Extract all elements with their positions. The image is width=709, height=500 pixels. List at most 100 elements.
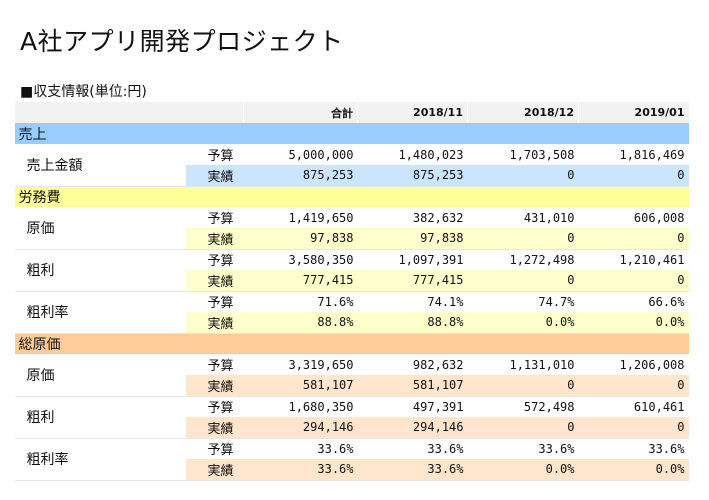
value-cell: 0 bbox=[578, 228, 689, 250]
value-cell: 1,419,650 bbox=[288, 210, 354, 225]
column-header-month: 2018/11 bbox=[357, 102, 468, 123]
value-cell: 1,480,023 bbox=[398, 147, 464, 162]
row-type: 予算 bbox=[207, 254, 234, 270]
column-header-month: 2018/12 bbox=[467, 102, 579, 123]
value-cell: 74.7% bbox=[538, 294, 575, 309]
row-type: 実績 bbox=[185, 417, 244, 439]
value-cell: 875,253 bbox=[357, 165, 468, 187]
value-cell: 33.6% bbox=[427, 441, 464, 456]
value-cell: 1,703,508 bbox=[509, 147, 575, 162]
value-cell: 33.6% bbox=[538, 441, 575, 456]
value-cell: 777,415 bbox=[243, 270, 358, 292]
item-label: 原価 bbox=[14, 354, 186, 397]
value-cell: 0 bbox=[467, 228, 579, 250]
value-cell: 0 bbox=[467, 165, 579, 187]
value-cell: 294,146 bbox=[243, 417, 358, 439]
table-row: 粗利率 予算 71.6% 74.1% 74.7% 66.6% bbox=[14, 291, 689, 334]
value-cell: 33.6% bbox=[243, 459, 358, 481]
value-cell: 97,838 bbox=[243, 228, 358, 250]
row-type: 実績 bbox=[185, 312, 244, 334]
income-expense-table: 合計 2018/11 2018/12 2019/01 売上 売上金額 予算 5,000… bbox=[14, 102, 689, 481]
value-cell: 1,680,350 bbox=[288, 399, 354, 414]
column-header bbox=[185, 102, 244, 123]
table-row: 実績 581,107 581,107 0 0 bbox=[15, 375, 689, 397]
value-cell: 431,010 bbox=[523, 210, 575, 225]
row-type: 実績 bbox=[185, 459, 244, 481]
value-cell: 0 bbox=[467, 417, 579, 439]
value-cell: 581,107 bbox=[243, 375, 358, 397]
section-title: ■収支情報(単位:円) bbox=[20, 84, 147, 100]
value-cell: 33.6% bbox=[357, 459, 468, 481]
table-row: 粗利 予算 3,580,350 1,097,391 1,272,498 1,210,461 bbox=[14, 249, 689, 292]
value-cell: 0 bbox=[467, 375, 579, 397]
item-label: 原価 bbox=[14, 207, 186, 250]
value-cell: 0 bbox=[578, 270, 689, 292]
table-row: 売上金額 予算 5,000,000 1,480,023 1,703,508 1,816,4… bbox=[14, 144, 689, 187]
column-header-total: 合計 bbox=[243, 102, 358, 123]
value-cell: 382,632 bbox=[412, 210, 464, 225]
value-cell: 0 bbox=[578, 165, 689, 187]
item-label: 粗利 bbox=[14, 396, 186, 439]
value-cell: 982,632 bbox=[412, 357, 464, 372]
table-row: 原価 予算 1,419,650 382,632 431,010 606,008 bbox=[14, 207, 689, 250]
value-cell: 88.8% bbox=[243, 312, 358, 334]
value-cell: 1,097,391 bbox=[398, 252, 464, 267]
value-cell: 1,816,469 bbox=[619, 147, 685, 162]
value-cell: 606,008 bbox=[633, 210, 685, 225]
row-type: 実績 bbox=[185, 270, 244, 292]
value-cell: 3,580,350 bbox=[288, 252, 354, 267]
value-cell: 71.6% bbox=[317, 294, 354, 309]
value-cell: 66.6% bbox=[648, 294, 685, 309]
item-label: 粗利率 bbox=[14, 438, 186, 481]
column-header-month: 2019/01 bbox=[578, 102, 689, 123]
item-label: 粗利 bbox=[14, 249, 186, 292]
value-cell: 294,146 bbox=[357, 417, 468, 439]
item-label: 粗利率 bbox=[14, 291, 186, 334]
table-row: 実績 294,146 294,146 0 0 bbox=[15, 417, 689, 439]
section-header-row: 売上 bbox=[14, 123, 689, 144]
table-row: 実績 777,415 777,415 0 0 bbox=[15, 270, 689, 292]
table-row: 実績 875,253 875,253 0 0 bbox=[15, 165, 689, 187]
value-cell: 0.0% bbox=[578, 312, 689, 334]
value-cell: 33.6% bbox=[648, 441, 685, 456]
value-cell: 0.0% bbox=[467, 459, 579, 481]
table-row: 粗利率 予算 33.6% 33.6% 33.6% 33.6% bbox=[14, 438, 689, 481]
column-header bbox=[14, 102, 186, 123]
value-cell: 33.6% bbox=[317, 441, 354, 456]
section-header-row: 総原価 bbox=[14, 333, 689, 354]
row-type: 予算 bbox=[207, 401, 234, 417]
value-cell: 5,000,000 bbox=[288, 147, 354, 162]
row-type: 実績 bbox=[185, 375, 244, 397]
section-name: 労務費 bbox=[14, 186, 689, 207]
row-type: 予算 bbox=[207, 212, 234, 227]
table-header-row: 合計 2018/11 2018/12 2019/01 bbox=[14, 102, 689, 123]
value-cell: 74.1% bbox=[427, 294, 464, 309]
value-cell: 497,391 bbox=[412, 399, 464, 414]
row-type: 予算 bbox=[207, 149, 234, 164]
value-cell: 0.0% bbox=[467, 312, 579, 334]
value-cell: 1,210,461 bbox=[619, 252, 685, 267]
value-cell: 572,498 bbox=[523, 399, 575, 414]
value-cell: 3,319,650 bbox=[288, 357, 354, 372]
page-title: A社アプリ開発プロジェクト bbox=[20, 27, 344, 56]
value-cell: 97,838 bbox=[357, 228, 468, 250]
value-cell: 610,461 bbox=[633, 399, 685, 414]
value-cell: 0 bbox=[467, 270, 579, 292]
table-row: 実績 33.6% 33.6% 0.0% 0.0% bbox=[15, 459, 689, 481]
value-cell: 777,415 bbox=[357, 270, 468, 292]
value-cell: 1,131,010 bbox=[509, 357, 575, 372]
value-cell: 0 bbox=[578, 375, 689, 397]
row-type: 実績 bbox=[185, 228, 244, 250]
row-type: 予算 bbox=[207, 443, 234, 459]
value-cell: 875,253 bbox=[243, 165, 358, 187]
value-cell: 0.0% bbox=[578, 459, 689, 481]
table-row: 粗利 予算 1,680,350 497,391 572,498 610,461 bbox=[14, 396, 689, 439]
value-cell: 1,206,008 bbox=[619, 357, 685, 372]
item-label: 売上金額 bbox=[14, 144, 186, 187]
row-type: 予算 bbox=[207, 296, 234, 312]
table-row: 実績 97,838 97,838 0 0 bbox=[15, 228, 689, 250]
value-cell: 1,272,498 bbox=[509, 252, 575, 267]
value-cell: 0 bbox=[578, 417, 689, 439]
value-cell: 581,107 bbox=[357, 375, 468, 397]
row-type: 予算 bbox=[207, 359, 234, 374]
